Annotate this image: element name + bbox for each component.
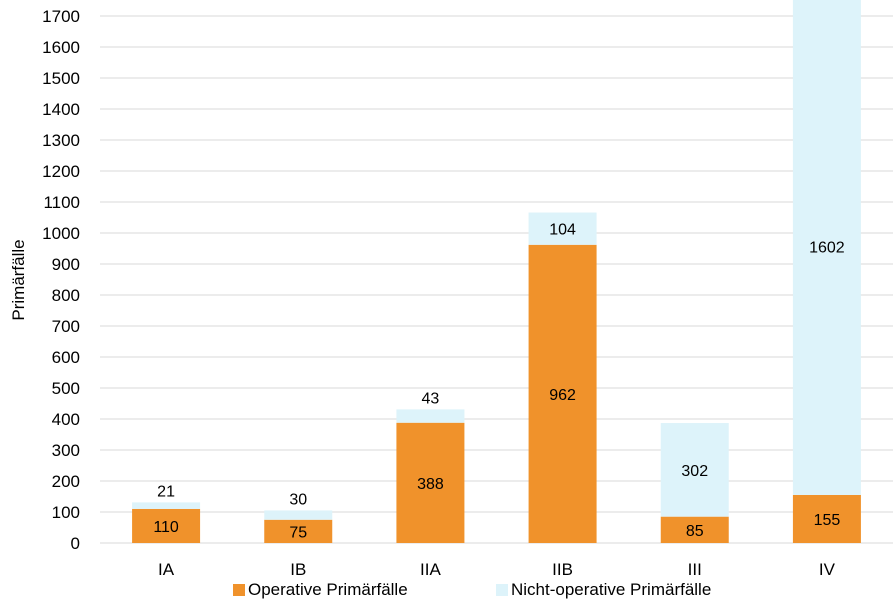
legend-label: Operative Primärfälle: [248, 580, 408, 599]
y-tick-label: 1200: [42, 162, 80, 181]
bar-operative: [792, 494, 861, 543]
bar-operative: [528, 244, 597, 543]
bar-nicht-operative: [396, 409, 465, 423]
y-tick-label: 400: [52, 410, 80, 429]
y-tick-label: 200: [52, 472, 80, 491]
bar-operative: [660, 516, 729, 543]
bar-operative: [264, 519, 333, 543]
legend: Operative Primärfälle Nicht-operative Pri…: [233, 580, 711, 599]
data-label-nicht-operative: 104: [549, 222, 576, 239]
y-tick-label: 100: [52, 503, 80, 522]
y-tick-label: 1400: [42, 100, 80, 119]
bar-nicht-operative: [264, 510, 333, 520]
y-tick-label: 300: [52, 441, 80, 460]
data-label-nicht-operative: 43: [422, 390, 440, 407]
x-tick-label: IV: [819, 560, 836, 579]
x-tick-label: IIB: [552, 560, 573, 579]
y-tick-label: 600: [52, 348, 80, 367]
y-tick-label: 700: [52, 317, 80, 336]
y-tick-label: 1100: [43, 193, 80, 212]
bar-nicht-operative: [660, 423, 729, 517]
y-tick-label: 1500: [42, 69, 80, 88]
y-tick-label: 0: [71, 534, 80, 553]
data-labels: 110 21 75 30 388 43 962 104 85 302 155 1602: [153, 222, 844, 542]
gridlines: [100, 15, 893, 544]
data-label-operative: 155: [814, 512, 841, 529]
data-label-nicht-operative: 302: [681, 463, 708, 480]
bar-operative: [132, 508, 201, 543]
y-tick-label: 1700: [42, 7, 80, 26]
y-tick-label: 500: [52, 379, 80, 398]
y-tick-label: 800: [52, 286, 80, 305]
bar-nicht-operative: [528, 212, 597, 245]
y-tick-label: 1000: [42, 224, 80, 243]
bars: [132, 0, 861, 543]
data-label-operative: 388: [417, 476, 444, 493]
legend-swatch: [233, 584, 245, 596]
legend-swatch: [496, 584, 508, 596]
data-label-operative: 110: [153, 519, 179, 536]
y-axis-title: Primärfälle: [9, 239, 28, 320]
x-tick-label: III: [688, 560, 702, 579]
y-tick-label: 1600: [42, 38, 80, 57]
x-axis-ticks: IA IB IIA IIB III IV: [158, 560, 836, 579]
y-tick-label: 900: [52, 255, 80, 274]
x-tick-label: IB: [290, 560, 306, 579]
data-label-nicht-operative: 21: [157, 483, 175, 500]
data-label-nicht-operative: 1602: [809, 240, 845, 257]
y-tick-label: 1300: [42, 131, 80, 150]
legend-label: Nicht-operative Primärfälle: [511, 580, 711, 599]
data-label-nicht-operative: 30: [289, 491, 307, 508]
bar-operative: [396, 422, 465, 543]
data-label-operative: 75: [289, 524, 307, 541]
data-label-operative: 962: [549, 387, 576, 404]
bar-nicht-operative: [132, 502, 201, 509]
x-tick-label: IA: [158, 560, 175, 579]
x-tick-label: IIA: [420, 560, 441, 579]
y-axis-ticks: 0 100 200 300 400 500 600 700 800 900 1000 1100 1200…: [42, 7, 80, 553]
data-label-operative: 85: [686, 523, 704, 540]
bar-nicht-operative: [792, 0, 861, 495]
